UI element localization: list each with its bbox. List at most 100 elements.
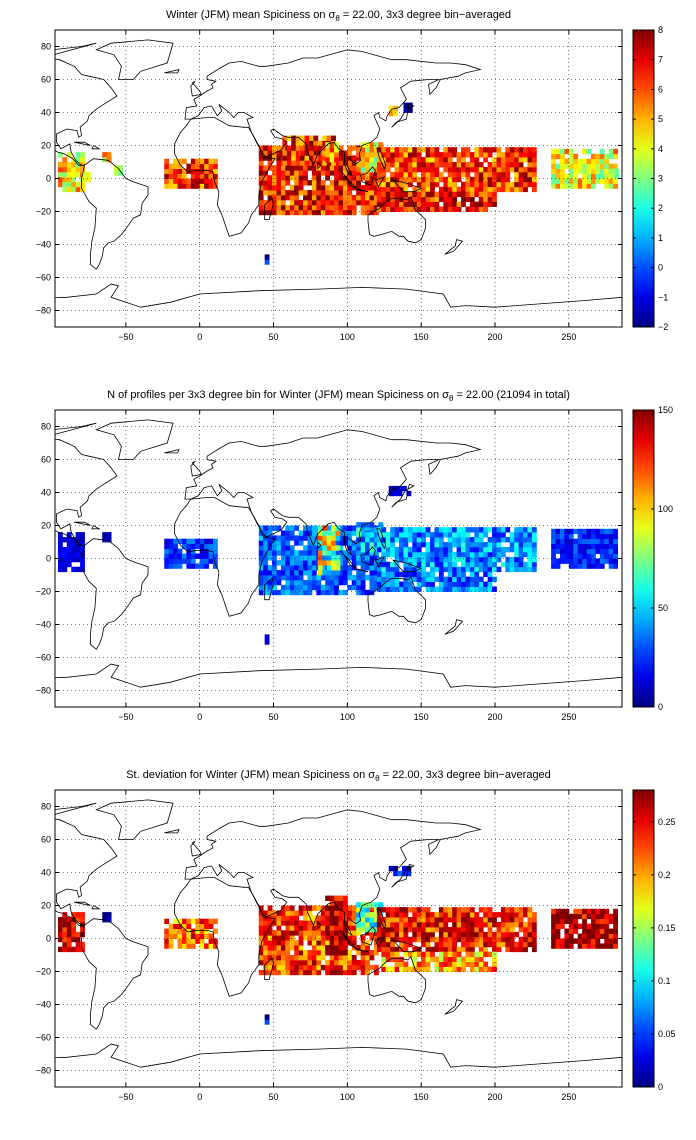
data-cell	[469, 926, 475, 933]
data-cell	[505, 186, 511, 193]
data-cell	[461, 196, 466, 202]
data-cell	[258, 955, 264, 961]
data-cell	[590, 558, 596, 564]
data-cell	[509, 152, 515, 158]
data-cell	[555, 163, 561, 169]
data-cell	[430, 926, 435, 933]
data-cell	[447, 206, 453, 212]
data-cell	[342, 195, 348, 201]
data-cell	[303, 190, 308, 196]
data-cell	[416, 152, 422, 158]
data-cell	[487, 907, 493, 913]
data-cell	[595, 163, 601, 169]
coastline-5	[55, 283, 622, 327]
data-cell	[258, 540, 264, 546]
data-cell	[474, 951, 480, 958]
data-cell	[487, 917, 493, 923]
data-cell	[469, 166, 475, 173]
data-cell	[325, 945, 331, 951]
data-cell	[338, 170, 344, 176]
data-cell	[465, 196, 471, 202]
data-cell	[492, 196, 497, 202]
data-cell	[381, 191, 387, 198]
data-cell	[300, 135, 305, 141]
data-cell	[469, 941, 475, 948]
coastline-4	[367, 195, 427, 244]
data-cell	[329, 925, 335, 931]
data-cell	[381, 546, 387, 553]
data-cell	[325, 199, 331, 206]
data-cell	[311, 940, 317, 946]
data-cell	[320, 930, 326, 936]
data-cell	[289, 185, 295, 191]
data-cell	[474, 922, 480, 928]
data-cell	[376, 186, 382, 193]
data-cell	[514, 181, 520, 188]
data-cell	[465, 166, 471, 173]
data-cell	[452, 581, 458, 587]
data-cell	[347, 545, 353, 551]
data-cell	[434, 561, 440, 568]
data-cell	[263, 540, 269, 546]
data-cell	[483, 922, 489, 928]
data-cell	[613, 153, 618, 160]
data-cell	[438, 546, 444, 553]
data-cell	[577, 178, 583, 184]
data-cell	[425, 912, 431, 918]
data-cell	[390, 152, 396, 158]
y-tick-label: 60	[41, 835, 51, 845]
data-cell	[518, 186, 524, 193]
data-cell	[373, 152, 379, 158]
data-cell	[75, 566, 81, 573]
data-cell	[212, 563, 218, 569]
data-cell	[478, 946, 484, 953]
data-cell	[438, 926, 444, 933]
coastline-17	[164, 69, 180, 74]
data-cell	[276, 525, 282, 531]
data-cell	[443, 191, 449, 198]
data-cell	[590, 533, 596, 540]
data-cell	[329, 584, 335, 591]
data-cell	[474, 206, 480, 212]
data-cell	[168, 923, 174, 929]
data-cell	[412, 922, 418, 928]
data-cell	[381, 196, 387, 202]
data-cell	[294, 959, 300, 966]
data-cell	[173, 158, 178, 165]
data-cell	[289, 195, 295, 201]
data-cell	[555, 938, 561, 944]
data-cell	[329, 964, 335, 971]
data-cell	[75, 166, 81, 173]
data-cell	[365, 917, 370, 923]
data-cell	[208, 558, 214, 564]
data-cell	[421, 157, 427, 163]
data-cell	[523, 566, 528, 573]
coastline-7	[55, 422, 97, 435]
data-cell	[316, 969, 322, 976]
data-cell	[390, 922, 396, 928]
data-cell	[57, 542, 63, 548]
data-cell	[608, 558, 614, 564]
data-cell	[452, 537, 458, 543]
data-cell	[505, 527, 511, 533]
data-cell	[430, 191, 435, 198]
data-cell	[62, 912, 68, 918]
data-cell	[568, 918, 574, 925]
data-cell	[106, 152, 112, 158]
data-cell	[425, 527, 431, 533]
data-cell	[258, 905, 264, 911]
data-cell	[311, 930, 317, 936]
plot-area	[55, 39, 622, 327]
data-cell	[430, 912, 435, 918]
data-cell	[582, 538, 587, 545]
data-cell	[320, 204, 326, 211]
data-cell	[492, 961, 497, 967]
data-cell	[582, 158, 587, 165]
data-cell	[258, 555, 264, 561]
data-cell	[492, 551, 497, 558]
data-cell	[164, 183, 170, 189]
data-cell	[289, 935, 295, 941]
data-cell	[416, 571, 422, 578]
data-cell	[514, 907, 520, 913]
coastline-12	[391, 179, 423, 193]
